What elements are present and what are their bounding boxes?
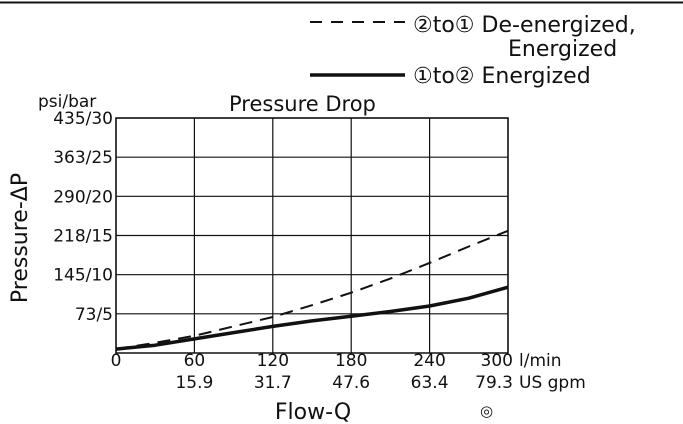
y-tick-labels: 73/5 145/10 218/15 290/20 363/25 435/30 [53, 109, 113, 325]
x-tick-label-gpm: 79.3 [475, 373, 513, 393]
y-tick-label: 290/20 [53, 187, 113, 207]
x-tick-label-gpm: 63.4 [411, 373, 449, 393]
x-unit-label: l/min [519, 351, 562, 371]
y-axis-title: Pressure-ΔP [8, 173, 33, 303]
chart-title: Pressure Drop [229, 92, 376, 116]
legend-label-solid: ①to② Energized [413, 64, 591, 89]
y-tick-label: 435/30 [53, 109, 113, 129]
x-tick-label: 180 [335, 351, 367, 371]
y-tick-label: 363/25 [53, 148, 113, 168]
series-line-solid [115, 285, 509, 351]
grid [115, 117, 509, 353]
series-lines [115, 229, 509, 351]
y-tick-label: 145/10 [53, 266, 113, 286]
legend-label-dashed-line2: Energized [508, 37, 617, 62]
x-tick-label: 240 [413, 351, 445, 371]
y-tick-label: 218/15 [53, 227, 113, 247]
symbol-mark: ◎ [480, 402, 493, 420]
plot-frame [115, 117, 509, 354]
series-line-dashed [115, 229, 509, 351]
legend: ②to① De-energized, Energized ①to② Energi… [310, 13, 636, 89]
x-tick-label: 0 [111, 351, 122, 371]
x-tick-label-gpm: 47.6 [332, 373, 370, 393]
x-tick-label-gpm: 31.7 [254, 373, 292, 393]
y-unit-label: psi/bar [38, 92, 96, 112]
x-axis-title: Flow-Q [275, 400, 351, 424]
y-tick-label: 73/5 [75, 305, 113, 325]
x-tick-label: 60 [184, 351, 206, 371]
x-tick-label-gpm: 15.9 [175, 373, 213, 393]
x2-unit-label: US gpm [519, 373, 586, 393]
x-tick-label: 120 [257, 351, 289, 371]
x-tick-label: 300 [481, 351, 513, 371]
legend-label-dashed-line1: ②to① De-energized, [413, 13, 636, 38]
